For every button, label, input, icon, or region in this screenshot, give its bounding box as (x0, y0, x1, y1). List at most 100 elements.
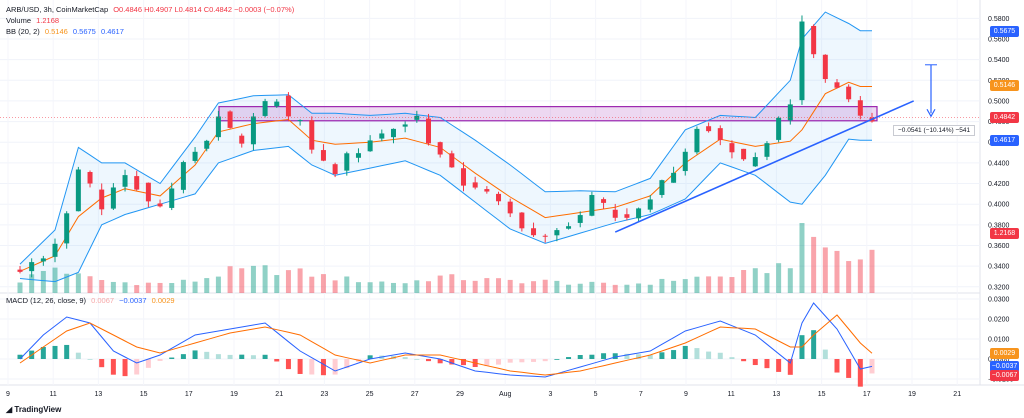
macd-axis-badge: −0.0037 (990, 360, 1019, 372)
macd-histogram-bar (682, 345, 688, 359)
candle-body (169, 188, 175, 208)
price-tick-label: 0.5600 (988, 36, 1010, 43)
tradingview-logo[interactable]: ◢ TradingView (6, 405, 61, 414)
volume-bar (822, 247, 828, 293)
macd-axis-badge: 0.0029 (990, 347, 1019, 359)
volume-bar (437, 275, 443, 293)
macd-histogram-bar (869, 359, 875, 374)
candle-body (822, 54, 828, 80)
macd-histogram-bar (87, 359, 93, 360)
price-tick-label: 0.3200 (988, 284, 1010, 291)
candle-body (811, 25, 817, 55)
candle-body (566, 226, 572, 229)
candle-body (40, 258, 46, 262)
legend-macd-line: −0.0037 (119, 296, 147, 305)
volume-bar (461, 280, 467, 293)
resistance-zone[interactable] (218, 106, 878, 122)
candle-body (577, 215, 583, 223)
candle-body (542, 235, 548, 237)
candle-body (402, 124, 408, 127)
volume-bar (542, 279, 548, 293)
time-tick-label: 15 (818, 391, 826, 398)
volume-bar (250, 265, 256, 293)
volume-bar (145, 282, 151, 293)
candle-body (484, 189, 490, 192)
legend-bb-basis: 0.5146 (44, 27, 68, 36)
volume-bar (414, 280, 420, 293)
legend-symbol-row: ARB/USD, 3h, CoinMarketCap O0.4846 H0.49… (6, 5, 297, 14)
price-axis-badge: 0.5675 (990, 25, 1019, 37)
volume-bar (531, 281, 537, 293)
candle-body (437, 142, 443, 155)
macd-histogram-bar (274, 359, 280, 362)
macd-line (19, 302, 873, 378)
volume-bar (274, 275, 280, 293)
macd-histogram-bar (297, 359, 303, 374)
volume-bar (285, 270, 291, 293)
time-tick-label: 17 (185, 391, 193, 398)
macd-histogram-bar (437, 359, 443, 364)
time-tick-label: 9 (6, 391, 10, 398)
candle-body (706, 126, 712, 132)
candle-body (227, 111, 233, 128)
time-tick-label: 17 (863, 391, 871, 398)
volume-bar (601, 282, 607, 293)
candle-body (180, 162, 186, 190)
price-tick-label: 0.4000 (988, 202, 1010, 209)
volume-bar (729, 277, 735, 293)
legend-bb-row: BB (20, 2) 0.5146 0.5675 0.4617 (6, 27, 127, 36)
candle-body (472, 182, 478, 188)
macd-histogram-bar (717, 352, 723, 359)
legend-ohlc: O0.4846 H0.4907 L0.4814 C0.4842 −0.0003 … (113, 5, 295, 14)
legend-volume-row: Volume 1.2168 (6, 16, 62, 25)
volume-bar (239, 268, 245, 293)
volume-bar (776, 263, 782, 293)
volume-bar (169, 283, 175, 293)
time-tick-label: 27 (411, 391, 419, 398)
macd-histogram-bar (822, 349, 828, 359)
time-tick-label: 7 (639, 391, 643, 398)
candle-body (554, 230, 560, 236)
volume-bar (320, 274, 326, 293)
macd-histogram-bar (309, 359, 315, 375)
time-tick-label: 21 (275, 391, 283, 398)
time-tick-label: 11 (50, 391, 57, 398)
candle-body (449, 153, 455, 168)
time-tick-label: 13 (773, 391, 781, 398)
macd-histogram-bar (75, 352, 81, 359)
volume-bar (811, 236, 817, 293)
volume-bar (40, 270, 46, 293)
macd-histogram-bar (134, 359, 140, 375)
macd-histogram-bar (227, 354, 233, 359)
candle-body (285, 95, 291, 117)
macd-histogram-bar (239, 354, 245, 359)
macd-histogram-bar (496, 359, 502, 365)
volume-bar (636, 283, 642, 293)
macd-histogram-bar (729, 357, 735, 359)
candle-body (496, 193, 502, 202)
candle-body (355, 153, 361, 158)
candle-body (717, 128, 723, 141)
macd-histogram-bar (787, 359, 793, 375)
volume-bar (99, 280, 105, 293)
macd-histogram-bar (694, 348, 700, 359)
candle-body (636, 208, 642, 219)
volume-bar (29, 274, 35, 293)
candle-body (320, 150, 326, 161)
macd-histogram-bar (484, 359, 490, 367)
candle-body (64, 213, 70, 244)
candle-body (204, 140, 210, 149)
macd-histogram-bar (834, 359, 840, 373)
volume-bar (519, 283, 525, 293)
macd-signal-line (19, 314, 873, 376)
candle-body (367, 140, 373, 152)
legend-volume-label: Volume (6, 16, 32, 25)
candle-body (192, 151, 198, 161)
candle-body (741, 148, 747, 160)
time-tick-label: 9 (684, 391, 688, 398)
legend-macd-label: MACD (12, 26, close, 9) (6, 296, 87, 305)
support-trendline[interactable] (614, 100, 914, 233)
candle-body (379, 133, 385, 139)
